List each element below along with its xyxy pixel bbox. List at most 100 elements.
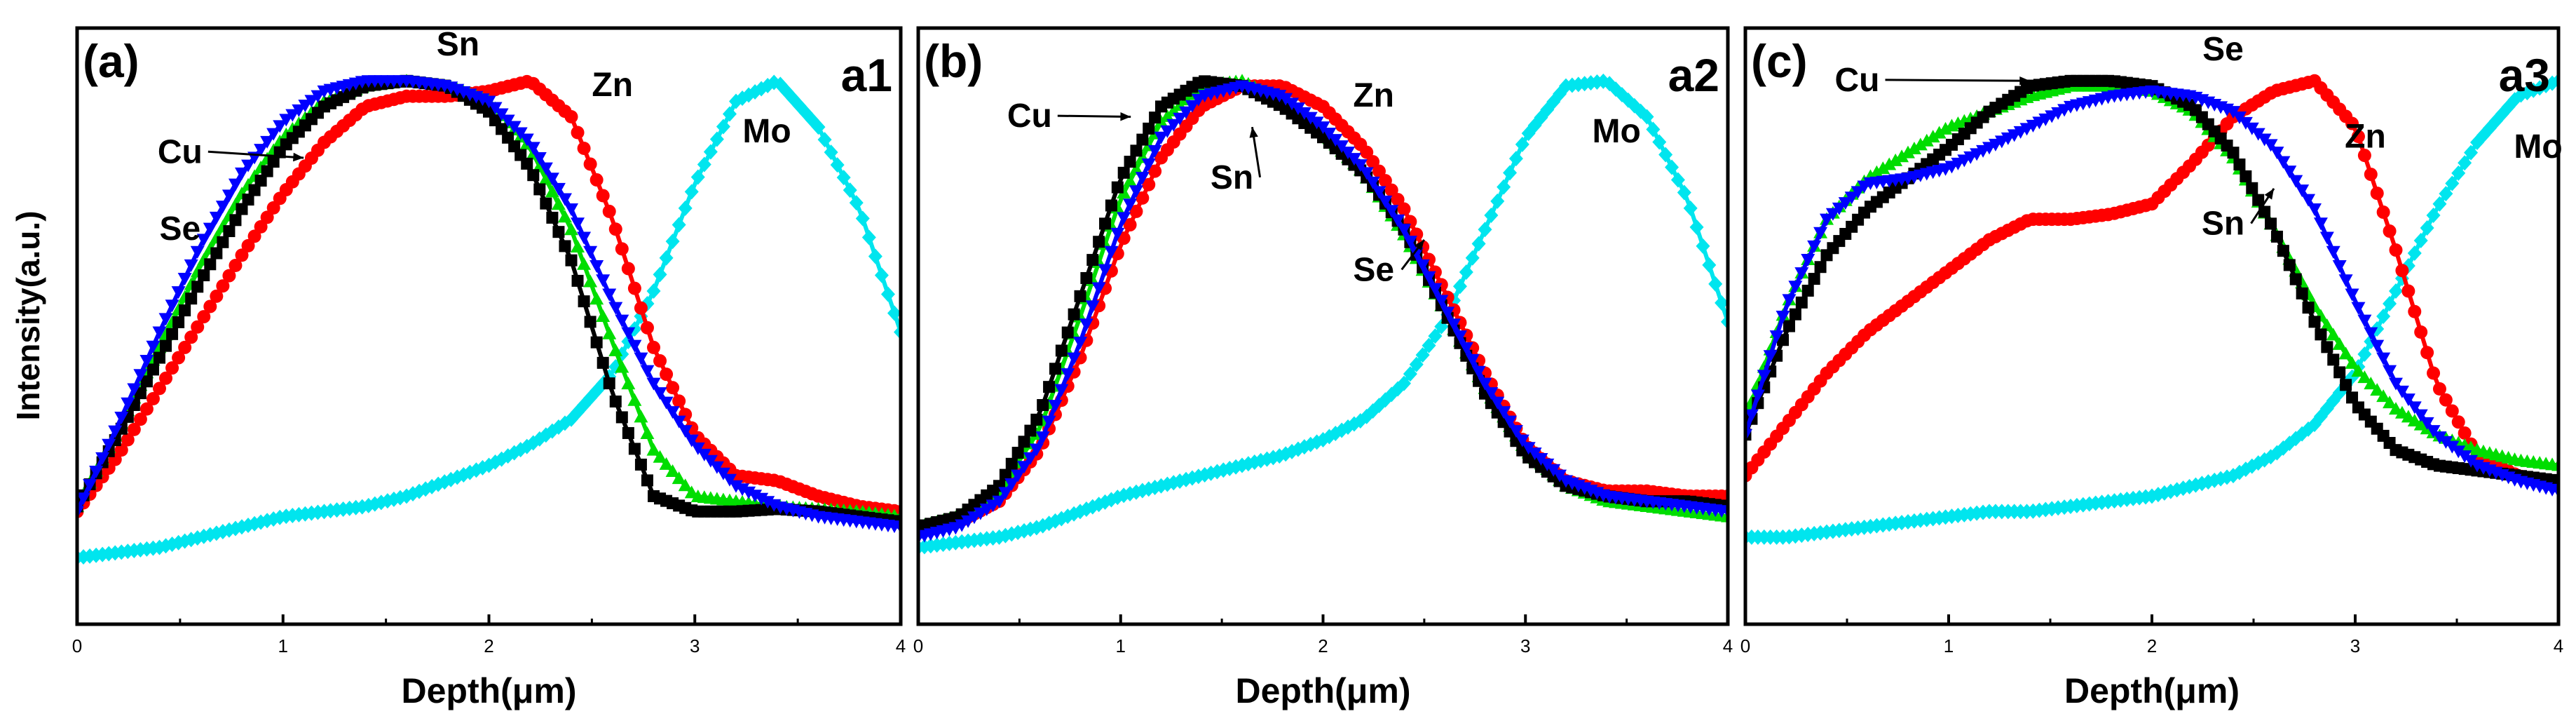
marker-zn (133, 412, 147, 426)
marker-sn (77, 492, 91, 506)
y-axis-label-text: Intensity(a.u.) (14, 210, 46, 420)
marker-sn (304, 95, 319, 108)
marker-zn (229, 258, 243, 272)
marker-se (2376, 389, 2391, 403)
marker-mo (722, 106, 737, 122)
marker-sn (1434, 295, 1449, 308)
marker-sn (1484, 387, 1499, 400)
marker-se (1919, 133, 1934, 147)
marker-cu (198, 269, 210, 282)
marker-sn (1844, 191, 1859, 205)
marker-zn (1372, 164, 1386, 178)
marker-sn (95, 452, 110, 465)
marker-cu (609, 395, 622, 407)
marker-sn (1073, 337, 1087, 350)
marker-mo (861, 229, 876, 245)
marker-cu (1801, 284, 1814, 297)
x-tick-label: 2 (484, 635, 493, 656)
marker-cu (2277, 245, 2289, 257)
marker-cu (559, 240, 571, 252)
marker-zn (672, 394, 686, 408)
marker-cu (217, 236, 229, 248)
marker-mo (1428, 328, 1443, 344)
marker-cu (565, 254, 578, 267)
marker-zn (1142, 177, 1156, 191)
marker-se (627, 393, 642, 406)
series-sn-a2 (918, 80, 1728, 544)
panel-a1: 0 1 2 3 4 Depth(μm) (a) a1 Cu Se Sn Zn Mo (72, 26, 906, 710)
marker-se (602, 326, 617, 339)
marker-zn (172, 351, 186, 365)
marker-mo (2464, 144, 2479, 161)
marker-sn (184, 259, 198, 272)
series-line-sn (918, 83, 1728, 539)
marker-sn (634, 352, 648, 365)
marker-mo (646, 283, 661, 299)
marker-sn (1447, 318, 1461, 332)
marker-se (2338, 346, 2353, 360)
annotation-cu: Cu (1835, 62, 1880, 99)
marker-cu (1124, 156, 1136, 168)
marker-sn (2432, 431, 2447, 445)
marker-cu (2283, 259, 2296, 271)
marker-cu (2552, 474, 2558, 487)
marker-sn (2319, 231, 2334, 245)
marker-sn (1503, 415, 1518, 429)
marker-sn (1471, 365, 1486, 379)
marker-cu (1136, 133, 1149, 146)
panel-label: (c) (1751, 35, 1808, 87)
annotation-arrowhead (2264, 188, 2274, 200)
marker-sn (222, 189, 236, 203)
marker-cu (2327, 353, 2340, 366)
marker-cu (622, 426, 634, 439)
marker-zn (2383, 224, 2397, 238)
marker-sn (254, 144, 268, 157)
marker-cu (1011, 447, 1024, 459)
marker-cu (223, 225, 236, 238)
marker-mo (1465, 250, 1480, 266)
marker-sn (1391, 214, 1405, 227)
marker-zn (577, 141, 591, 155)
marker-zn (660, 368, 674, 382)
marker-zn (165, 361, 179, 375)
marker-sn (1782, 294, 1797, 307)
marker-se (2357, 370, 2372, 384)
marker-cu (2302, 302, 2315, 314)
marker-se (583, 274, 598, 288)
marker-sn (1303, 112, 1318, 125)
marker-zn (1360, 145, 1374, 159)
marker-sn (1403, 236, 1417, 249)
marker-cu (1099, 217, 1112, 230)
marker-sn (2420, 417, 2434, 430)
marker-zn (2389, 243, 2403, 257)
series-mo-a3 (1745, 73, 2558, 545)
marker-sn (646, 377, 661, 391)
marker-sn (266, 128, 281, 141)
marker-mo (1665, 159, 1679, 175)
marker-zn (2376, 205, 2390, 220)
marker-se (2370, 383, 2385, 396)
marker-sn (1508, 425, 1523, 438)
marker-zn (2364, 168, 2378, 182)
marker-mo (887, 305, 901, 321)
marker-mo (678, 200, 693, 216)
marker-sn (1048, 400, 1063, 413)
marker-sn (1359, 167, 1374, 180)
marker-cu (615, 411, 628, 424)
marker-sn (1397, 224, 1411, 237)
marker-zn (159, 371, 173, 385)
marker-mo (672, 217, 686, 233)
marker-mo (1646, 121, 1661, 137)
marker-se (551, 197, 566, 210)
series-sn-a1 (77, 75, 901, 534)
marker-sn (139, 354, 154, 368)
marker-mo (1497, 179, 1511, 195)
marker-cu (1808, 273, 1820, 285)
marker-sn (1029, 443, 1044, 457)
marker-se (672, 471, 686, 485)
marker-cu (185, 292, 198, 305)
marker-cu (533, 183, 546, 196)
marker-sn (672, 415, 686, 429)
marker-mo (1490, 193, 1505, 209)
